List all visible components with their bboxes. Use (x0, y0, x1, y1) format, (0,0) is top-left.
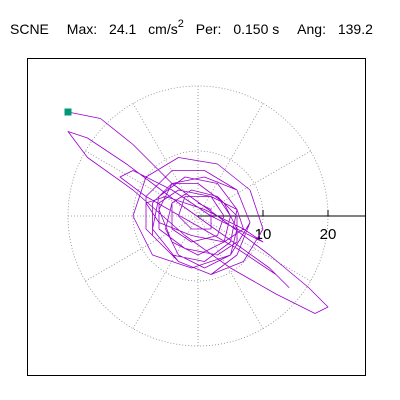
trace-layer (67, 111, 329, 314)
grid-spoke (132, 103, 199, 217)
start-marker (64, 108, 72, 116)
grid-spoke (85, 215, 199, 282)
max-unit-exponent: 2 (177, 18, 184, 30)
per-label: Per: (195, 20, 222, 37)
trace-line (67, 111, 329, 314)
ang-label: Ang: (297, 20, 326, 37)
max-label: Max: (66, 20, 98, 37)
grid-spoke (197, 215, 311, 282)
radial-axis-tick-label: 20 (320, 226, 337, 243)
max-unit-base: cm/s (148, 20, 178, 37)
grid-spoke (85, 150, 199, 217)
max-unit: cm/s2 (148, 14, 184, 40)
plot-frame (27, 58, 366, 376)
max-value: 24.1 (109, 20, 137, 37)
marker-layer (64, 108, 72, 116)
grid-spoke (132, 215, 199, 329)
axis-layer: 10 20 (198, 210, 366, 243)
per-value: 0.150 s (233, 20, 280, 37)
grid-spoke (197, 215, 264, 329)
ang-value: 139.2 (337, 20, 373, 37)
station-code: SCNE (10, 20, 49, 37)
grid-spoke (197, 103, 264, 217)
chart-header: SCNE Max: 24.1 cm/s2 Per: 0.150 s Ang: 1… (10, 14, 373, 37)
grid-spoke (197, 150, 311, 217)
